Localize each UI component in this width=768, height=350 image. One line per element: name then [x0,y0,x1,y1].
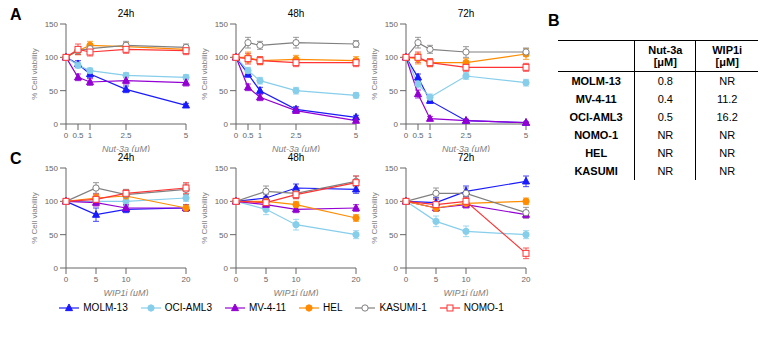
svg-text:2.5: 2.5 [460,131,472,140]
html-text:NOMO-1: NOMO-1 [574,129,619,141]
html-text:0.4: 0.4 [657,93,673,105]
svg-text:0: 0 [64,131,69,140]
svg-text:0: 0 [224,120,229,129]
svg-text:10: 10 [462,275,471,284]
svg-text:0: 0 [54,120,59,129]
svg-text:0.5: 0.5 [242,131,254,140]
svg-text:20: 20 [522,275,531,284]
svg-text:5: 5 [184,131,189,140]
html-text:0.8: 0.8 [657,75,673,87]
svg-text:150: 150 [215,164,229,173]
html-text:72h: 72h [457,8,475,19]
svg-text:10: 10 [292,275,301,284]
html-text:OCI-AML3: OCI-AML3 [569,111,623,123]
html-text:24h: 24h [117,8,135,19]
svg-text:5: 5 [524,131,529,140]
svg-text:150: 150 [215,20,229,29]
html-text:B: B [548,12,560,29]
svg-text:100: 100 [45,53,59,62]
html-text:NR: NR [657,129,674,141]
svg-text:0: 0 [224,264,229,273]
html-text:MV-4-11: MV-4-11 [575,93,617,105]
html-text:HEL: HEL [585,147,608,159]
svg-text:WIP1i (μM): WIP1i (μM) [104,288,149,296]
svg-text:5: 5 [94,275,99,284]
svg-text:% Cell viability: % Cell viability [30,192,39,244]
html-text:NR: NR [719,165,736,177]
svg-text:0: 0 [394,120,399,129]
svg-text:20: 20 [182,275,191,284]
html-text:C: C [10,150,22,167]
html-text:MV-4-11: MV-4-11 [249,302,286,313]
svg-text:0.5: 0.5 [72,131,84,140]
svg-text:50: 50 [389,87,398,96]
html-text:NR: NR [657,147,674,159]
html-text:WIP1i [μM]: WIP1i [μM] [712,44,743,68]
svg-text:5: 5 [434,275,439,284]
svg-text:1: 1 [88,131,93,140]
html-text:11.2: 11.2 [716,93,738,105]
svg-text:5: 5 [264,275,269,284]
svg-text:5: 5 [354,131,359,140]
svg-text:Nut-3a (μM): Nut-3a (μM) [272,144,320,152]
html-text:72h: 72h [457,152,475,163]
svg-text:100: 100 [385,53,399,62]
html-text:NR: NR [719,129,736,141]
svg-text:0: 0 [404,275,409,284]
svg-text:0: 0 [234,275,239,284]
html-text:NR: NR [657,165,674,177]
html-text:A: A [10,6,22,23]
html-text:48h: 48h [287,8,305,19]
html-text:KASUMI-1: KASUMI-1 [379,302,427,313]
svg-text:1: 1 [258,131,263,140]
svg-text:% Cell viability: % Cell viability [200,192,209,244]
svg-text:Nut-3a (μM): Nut-3a (μM) [102,144,150,152]
svg-text:20: 20 [352,275,361,284]
svg-text:50: 50 [49,87,58,96]
svg-text:WIP1i (μM): WIP1i (μM) [444,288,489,296]
html-text:0.5: 0.5 [657,111,673,123]
svg-text:2.5: 2.5 [120,131,132,140]
svg-text:0: 0 [64,275,69,284]
svg-text:% Cell viability: % Cell viability [370,192,379,244]
svg-text:0: 0 [54,264,59,273]
svg-text:100: 100 [215,53,229,62]
html-text:24h: 24h [117,152,135,163]
svg-text:150: 150 [385,164,399,173]
svg-text:% Cell viability: % Cell viability [370,48,379,100]
svg-text:% Cell viability: % Cell viability [30,48,39,100]
svg-text:50: 50 [389,231,398,240]
html-text:48h: 48h [287,152,305,163]
html-text:NR: NR [719,75,736,87]
svg-text:50: 50 [49,231,58,240]
html-text:MOLM-13: MOLM-13 [83,302,128,313]
svg-text:100: 100 [45,197,59,206]
svg-text:0: 0 [234,131,239,140]
svg-text:0.5: 0.5 [412,131,424,140]
html-text:OCI-AML3: OCI-AML3 [164,302,212,313]
html-text:MOLM-13: MOLM-13 [571,75,621,87]
svg-text:50: 50 [219,231,228,240]
svg-text:0: 0 [404,131,409,140]
svg-text:2.5: 2.5 [290,131,302,140]
svg-text:150: 150 [385,20,399,29]
html-text:16.2: 16.2 [716,111,738,123]
html-text:NOMO-1: NOMO-1 [463,302,504,313]
svg-text:50: 50 [219,87,228,96]
svg-text:100: 100 [215,197,229,206]
svg-text:Nut-3a (μM): Nut-3a (μM) [442,144,490,152]
svg-text:WIP1i (μM): WIP1i (μM) [274,288,319,296]
svg-text:150: 150 [45,20,59,29]
html-text:Nut-3a [μM]: Nut-3a [μM] [648,44,683,68]
svg-text:150: 150 [45,164,59,173]
svg-text:10: 10 [122,275,131,284]
svg-text:0: 0 [394,264,399,273]
svg-text:1: 1 [428,131,433,140]
html-text:KASUMI: KASUMI [574,165,618,177]
html-text:HEL: HEL [323,302,343,313]
html-text:NR: NR [719,147,736,159]
svg-text:100: 100 [385,197,399,206]
svg-text:% Cell viability: % Cell viability [200,48,209,100]
